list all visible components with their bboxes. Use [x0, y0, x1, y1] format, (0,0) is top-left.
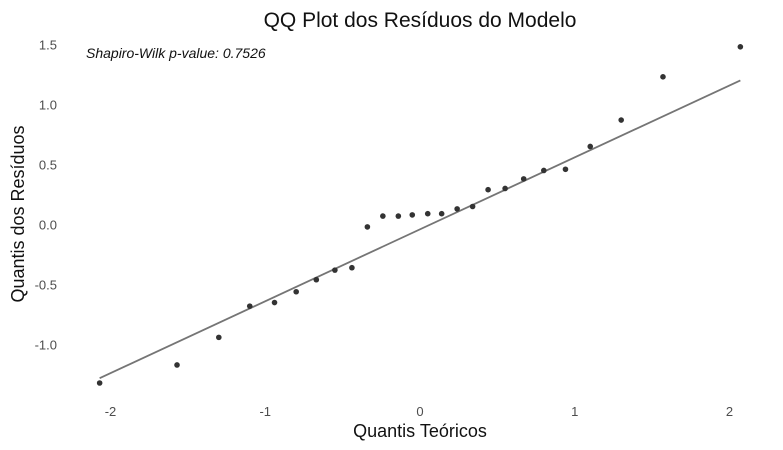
data-point — [587, 143, 594, 150]
data-point — [737, 44, 744, 50]
data-point — [424, 210, 431, 217]
data-point — [660, 74, 666, 80]
y-tick-label: 0.5 — [39, 157, 57, 172]
data-point — [618, 117, 624, 123]
x-axis-ticks: -2 -1 0 1 2 — [105, 404, 733, 419]
data-point — [332, 267, 338, 273]
data-point — [485, 186, 491, 193]
data-point — [380, 213, 386, 219]
shapiro-wilk-annotation: Shapiro-Wilk p-value: 0.7526 — [86, 45, 266, 61]
y-axis-ticks: -1.0 -0.5 0.0 0.5 1.0 1.5 — [35, 37, 57, 352]
data-point — [271, 299, 278, 306]
data-point — [174, 362, 180, 368]
data-point — [364, 224, 371, 230]
x-axis-title: Quantis Teóricos — [353, 421, 487, 441]
data-point — [562, 166, 569, 173]
data-point — [454, 206, 460, 212]
data-point — [246, 303, 253, 309]
y-tick-label: 1.0 — [39, 97, 57, 112]
data-point — [96, 380, 103, 386]
y-tick-label: -0.5 — [35, 278, 57, 293]
y-tick-label: -1.0 — [35, 338, 57, 353]
data-point — [469, 203, 476, 210]
y-tick-label: 1.5 — [39, 37, 57, 52]
data-point — [293, 288, 299, 295]
x-tick-label: -1 — [259, 404, 271, 419]
data-point — [409, 212, 416, 218]
y-tick-label: 0.0 — [39, 218, 57, 233]
y-axis-title: Quantis dos Resíduos — [8, 125, 28, 302]
x-tick-label: 1 — [571, 404, 578, 419]
chart-title: QQ Plot dos Resíduos do Modelo — [264, 9, 577, 32]
data-point — [520, 176, 527, 182]
x-tick-label: 0 — [416, 404, 423, 419]
reference-line-group — [99, 79, 741, 380]
data-point — [313, 276, 320, 283]
data-point — [541, 167, 547, 174]
reference-line — [99, 79, 741, 380]
x-tick-label: -2 — [105, 404, 117, 419]
x-tick-label: 2 — [726, 404, 733, 419]
data-point — [216, 334, 222, 341]
data-point — [502, 185, 508, 192]
data-point — [349, 264, 355, 271]
data-points — [96, 44, 744, 386]
data-point — [395, 213, 402, 219]
data-point — [438, 210, 445, 217]
